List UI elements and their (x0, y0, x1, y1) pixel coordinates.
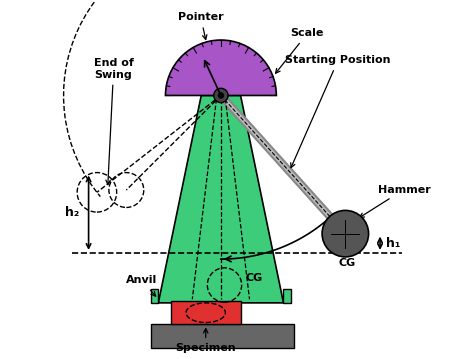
Polygon shape (151, 289, 158, 303)
Circle shape (218, 93, 224, 98)
Text: CG: CG (338, 258, 356, 268)
Text: Pointer: Pointer (178, 12, 224, 39)
Text: CG: CG (246, 274, 263, 283)
Text: Starting Position: Starting Position (285, 55, 391, 168)
Text: Scale: Scale (275, 28, 324, 73)
Circle shape (322, 210, 369, 257)
Text: Anvil: Anvil (126, 275, 157, 296)
Text: h₂: h₂ (65, 206, 80, 219)
FancyBboxPatch shape (171, 301, 241, 324)
Polygon shape (158, 95, 283, 303)
FancyBboxPatch shape (151, 324, 294, 348)
Text: Hammer: Hammer (360, 185, 430, 218)
Circle shape (214, 88, 228, 103)
Text: End of
Swing: End of Swing (94, 58, 134, 185)
Text: Specimen: Specimen (175, 328, 236, 353)
Text: h₁: h₁ (386, 237, 401, 250)
Polygon shape (283, 289, 291, 303)
Wedge shape (165, 40, 276, 95)
